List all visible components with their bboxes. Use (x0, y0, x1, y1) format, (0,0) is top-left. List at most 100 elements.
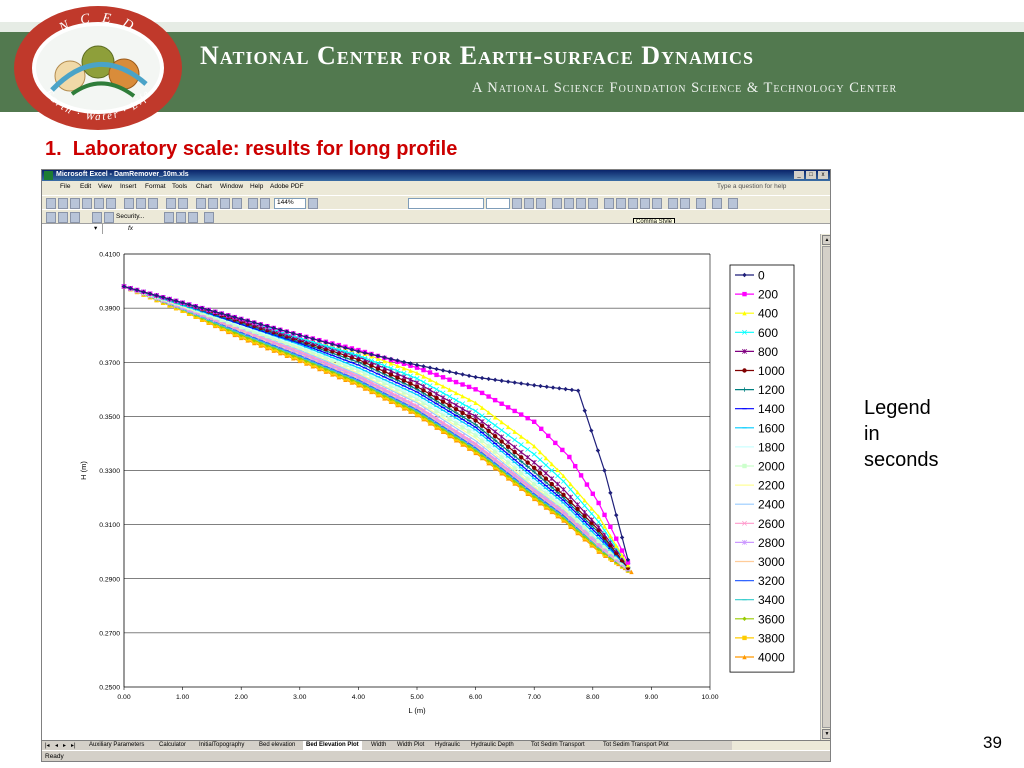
script-editor-icon[interactable] (204, 212, 214, 223)
align-right-icon[interactable] (576, 198, 586, 209)
last-sheet-icon[interactable]: ▸| (71, 743, 76, 749)
align-left-icon[interactable] (552, 198, 562, 209)
menu-insert[interactable]: Insert (120, 183, 137, 190)
tab-bed-elevation[interactable]: Bed elevation (259, 742, 296, 748)
align-center-icon[interactable] (564, 198, 574, 209)
help-icon[interactable] (308, 198, 318, 209)
tab-bed-elevation-plot[interactable]: Bed Elevation Plot (303, 741, 362, 750)
percent-icon[interactable] (616, 198, 626, 209)
print-icon[interactable] (82, 198, 92, 209)
italic-icon[interactable] (524, 198, 534, 209)
pdf-attach-icon[interactable] (58, 212, 68, 223)
point-800-69 (568, 494, 574, 500)
minimize-button[interactable]: _ (794, 171, 804, 179)
bed-elevation-chart[interactable]: 0.2500 0.2700 0.2900 0.3100 0.3300 0.3500 0.37… (42, 234, 820, 740)
convert-to-pdf-icon[interactable] (46, 212, 56, 223)
fx-icon[interactable]: fx (128, 225, 134, 232)
undo-icon[interactable] (166, 198, 176, 209)
open-icon[interactable] (58, 198, 68, 209)
drawing-icon[interactable] (260, 198, 270, 209)
menu-file[interactable]: File (60, 183, 71, 190)
menu-chart[interactable]: Chart (196, 183, 212, 190)
menu-help[interactable]: Help (250, 183, 264, 190)
tab-width-plot[interactable]: Width Plot (397, 742, 425, 748)
decrease-decimal-icon[interactable] (652, 198, 662, 209)
spelling-icon[interactable] (106, 198, 116, 209)
menu-format[interactable]: Format (145, 183, 166, 190)
menu-adobe-pdf[interactable]: Adobe PDF (270, 183, 304, 190)
bold-icon[interactable] (512, 198, 522, 209)
scroll-up-icon[interactable]: ▲ (822, 235, 830, 245)
redo-icon[interactable] (178, 198, 188, 209)
cut-icon[interactable] (124, 198, 134, 209)
control-toolbox-icon[interactable] (164, 212, 174, 223)
tab-tot-sedim-transport[interactable]: Tot Sedim Transport (531, 742, 585, 748)
close-button[interactable]: x (818, 171, 828, 179)
new-icon[interactable] (46, 198, 56, 209)
decrease-indent-icon[interactable] (668, 198, 678, 209)
increase-decimal-icon[interactable] (640, 198, 650, 209)
paste-icon[interactable] (148, 198, 158, 209)
underline-icon[interactable] (536, 198, 546, 209)
font-size-select[interactable] (486, 198, 510, 209)
security-button[interactable]: Security... (116, 213, 145, 220)
point-600-64 (537, 457, 543, 463)
design-mode-icon[interactable] (176, 212, 186, 223)
fill-color-icon[interactable] (712, 198, 722, 209)
zoom-value: 144% (277, 199, 294, 206)
menu-window[interactable]: Window (220, 183, 244, 190)
borders-icon[interactable] (696, 198, 706, 209)
hyperlink-icon[interactable] (196, 198, 206, 209)
point-2000-68 (561, 504, 566, 510)
print-preview-icon[interactable] (94, 198, 104, 209)
tab-width[interactable]: Width (371, 742, 387, 748)
menu-view[interactable]: View (98, 183, 112, 190)
autosum-icon[interactable] (208, 198, 218, 209)
chart-legend[interactable]: 0 200 400 600 800 1000 1200 1400 1600 1800 2000 220… (729, 264, 795, 673)
menu-tools[interactable]: Tools (172, 183, 188, 190)
next-sheet-icon[interactable]: ▸ (63, 743, 67, 749)
tab-hydraulic-depth[interactable]: Hydraulic Depth (471, 742, 514, 748)
chart-sheet[interactable]: 0.2500 0.2700 0.2900 0.3100 0.3300 0.3500 0.37… (42, 234, 820, 740)
increase-indent-icon[interactable] (680, 198, 690, 209)
tab-auxiliary-parameters[interactable]: Auxiliary Parameters (89, 742, 145, 748)
name-box[interactable]: ▾ (42, 224, 103, 234)
first-sheet-icon[interactable]: |◂ (45, 743, 50, 749)
point-1000-66 (549, 481, 554, 487)
prev-sheet-icon[interactable]: ◂ (55, 743, 59, 749)
vertical-scrollbar[interactable]: ▲ ▼ (820, 234, 830, 740)
point-600-38 (368, 358, 374, 364)
chart-wizard-icon[interactable] (248, 198, 258, 209)
copy-icon[interactable] (136, 198, 146, 209)
tab-initial-topography[interactable]: InitialTopography (199, 742, 245, 748)
scroll-down-icon[interactable]: ▼ (822, 729, 830, 739)
comma-style-icon[interactable] (628, 198, 638, 209)
pdf-review-icon[interactable] (70, 212, 80, 223)
tab-calculator[interactable]: Calculator (159, 742, 187, 748)
point-1000-71 (582, 513, 587, 519)
help-search-box[interactable]: Type a question for help (717, 183, 787, 190)
legend-marker-1000 (742, 368, 747, 373)
x-tick-label-8: 8.00 (586, 694, 599, 701)
sort-ascending-icon[interactable] (220, 198, 230, 209)
font-select[interactable] (408, 198, 484, 209)
visual-basic-icon[interactable] (188, 212, 198, 223)
run-macro-icon[interactable] (92, 212, 102, 223)
tab-hydraulic[interactable]: Hydraulic (435, 742, 461, 748)
save-icon[interactable] (70, 198, 80, 209)
point-200-55 (479, 390, 485, 396)
font-color-icon[interactable] (728, 198, 738, 209)
currency-icon[interactable] (604, 198, 614, 209)
record-macro-icon[interactable] (104, 212, 114, 223)
sort-descending-icon[interactable] (232, 198, 242, 209)
name-box-dropdown-icon[interactable]: ▾ (94, 225, 98, 232)
point-2000-19 (245, 327, 250, 332)
scroll-thumb[interactable] (822, 246, 830, 728)
maximize-button[interactable]: □ (806, 171, 816, 179)
tab-tot-sedim-transport-plot[interactable]: Tot Sedim Transport Plot (603, 742, 669, 748)
zoom-select[interactable]: 144% (274, 198, 306, 209)
horizontal-scrollbar[interactable] (732, 741, 830, 750)
merge-center-icon[interactable] (588, 198, 598, 209)
point-0-9 (180, 300, 185, 305)
menu-edit[interactable]: Edit (80, 183, 92, 190)
